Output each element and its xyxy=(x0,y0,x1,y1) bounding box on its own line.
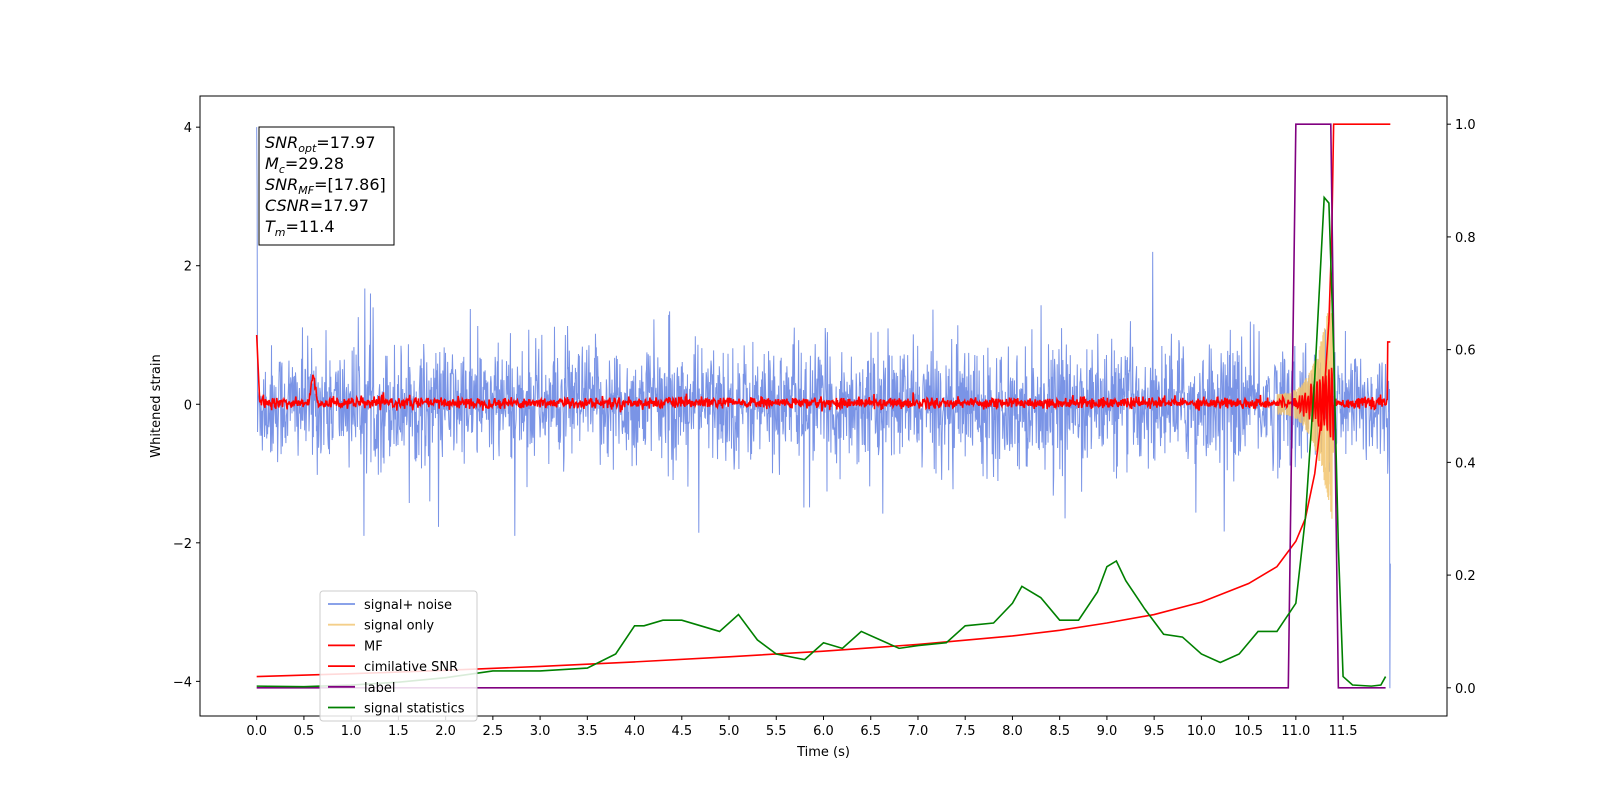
y2-tick-label: 1.0 xyxy=(1455,118,1476,133)
x-tick-label: 9.5 xyxy=(1144,724,1165,739)
annotation-subscript: opt xyxy=(298,142,317,155)
x-tick-label: 11.0 xyxy=(1281,724,1310,739)
annotation-symbol: SNR xyxy=(265,175,298,194)
series-layer xyxy=(255,123,1391,689)
annotation-frame xyxy=(258,126,395,246)
series-signal-statistics xyxy=(256,195,1387,688)
annotation-line: Mc=29.28 xyxy=(265,154,344,176)
y-axis-title: Whitened strain xyxy=(149,354,164,457)
annotation-subscript: MF xyxy=(298,184,314,197)
y2-tick-label: 0.6 xyxy=(1455,344,1476,359)
x-tick-label: 2.0 xyxy=(435,724,456,739)
annotation-value: =17.97 xyxy=(316,133,375,152)
series-label xyxy=(256,123,1386,689)
ticks-layer: 0.0 0.5 1.0 1.5 2.0 2.5 3.0 3.5 4.0 4.5 5.0 5.5 6.0 6… xyxy=(173,118,1476,739)
y-tick-label: 0 xyxy=(184,398,192,413)
x-axis-title: Time (s) xyxy=(796,745,850,760)
y-tick-label: 4 xyxy=(184,121,192,136)
x-tick-label: 8.5 xyxy=(1049,724,1070,739)
x-tick-label: 9.0 xyxy=(1097,724,1118,739)
x-tick-label: 10.5 xyxy=(1234,724,1263,739)
annotation-line: CSNR=17.97 xyxy=(265,196,369,215)
annotation-line: SNRopt=17.97 xyxy=(265,133,376,155)
x-tick-label: 8.0 xyxy=(1002,724,1023,739)
legend-label: signal+ noise xyxy=(364,598,452,613)
series-signal-noise xyxy=(256,127,1391,689)
x-tick-label: 2.5 xyxy=(483,724,504,739)
y-tick-label: −4 xyxy=(173,675,192,690)
x-tick-label: 3.5 xyxy=(577,724,598,739)
x-tick-label: 6.5 xyxy=(860,724,881,739)
y-tick-label: 2 xyxy=(184,260,192,275)
x-tick-label: 10.0 xyxy=(1187,724,1216,739)
x-tick-label: 11.5 xyxy=(1329,724,1358,739)
x-tick-label: 4.5 xyxy=(671,724,692,739)
y2-tick-label: 0.2 xyxy=(1455,569,1476,584)
annotation-subscript: c xyxy=(279,163,285,176)
annotation-symbol: CSNR xyxy=(265,196,310,215)
series-mf xyxy=(255,334,1391,441)
x-tick-label: 7.0 xyxy=(908,724,929,739)
x-tick-label: 5.5 xyxy=(766,724,787,739)
y2-tick-label: 0.8 xyxy=(1455,231,1476,246)
x-tick-label: 3.0 xyxy=(530,724,551,739)
y-tick-label: −2 xyxy=(173,537,192,552)
x-tick-label: 1.5 xyxy=(388,724,409,739)
x-tick-label: 7.5 xyxy=(955,724,976,739)
legend: signal+ noise signal only MF cimilative SNR… xyxy=(319,590,478,722)
legend-label: MF xyxy=(364,639,383,654)
x-tick-label: 0.0 xyxy=(246,724,267,739)
legend-label: cimilative SNR xyxy=(364,660,458,675)
legend-label: signal statistics xyxy=(364,702,465,717)
annotation-symbol: M xyxy=(265,154,279,173)
x-tick-label: 1.0 xyxy=(341,724,362,739)
x-tick-label: 0.5 xyxy=(294,724,315,739)
annotation-box: SNRopt=17.97Mc=29.28SNRMF=[17.86]CSNR=17… xyxy=(258,126,395,246)
y2-tick-label: 0.4 xyxy=(1455,456,1476,471)
x-tick-label: 5.0 xyxy=(719,724,740,739)
x-tick-label: 6.0 xyxy=(813,724,834,739)
annotation-value: =29.28 xyxy=(285,154,344,173)
y2-tick-label: 0.0 xyxy=(1455,682,1476,697)
annotation-line: Tm=11.4 xyxy=(265,217,335,239)
annotation-line: SNRMF=[17.86] xyxy=(265,175,386,197)
x-tick-label: 4.0 xyxy=(624,724,645,739)
series-cumulative-snr xyxy=(256,123,1391,678)
annotation-value: =17.97 xyxy=(310,196,369,215)
annotation-value: =[17.86] xyxy=(314,175,386,194)
legend-frame xyxy=(319,590,478,722)
annotation-value: =11.4 xyxy=(286,217,335,236)
annotation-subscript: m xyxy=(275,226,286,239)
legend-label: signal only xyxy=(364,619,434,634)
annotation-symbol: T xyxy=(265,217,276,236)
legend-label: label xyxy=(364,681,395,696)
annotation-symbol: SNR xyxy=(265,133,298,152)
